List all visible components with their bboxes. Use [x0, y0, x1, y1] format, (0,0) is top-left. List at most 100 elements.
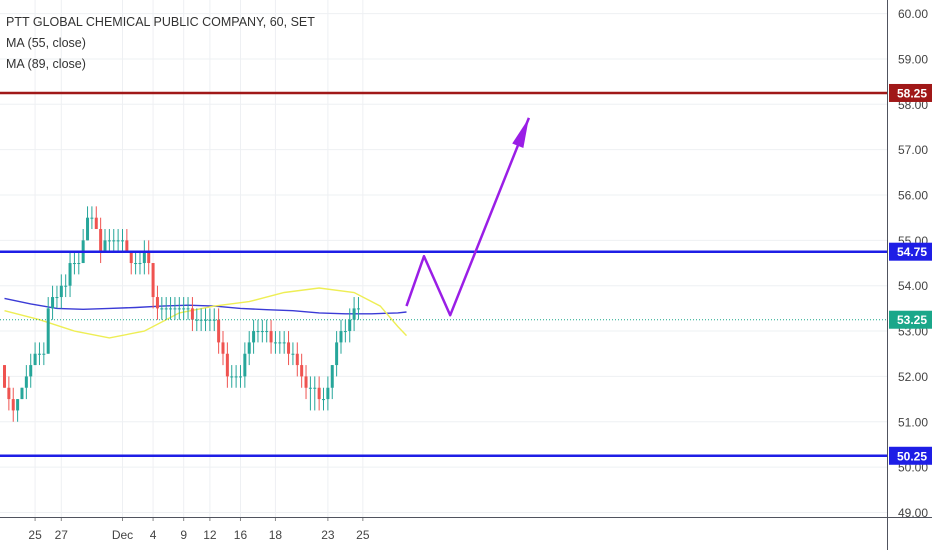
candle-body	[94, 217, 98, 230]
level-price-tag	[889, 242, 932, 261]
candle-body	[335, 342, 339, 366]
candle-body	[151, 263, 155, 298]
candle-body	[138, 263, 142, 265]
candle-body	[234, 376, 238, 378]
candle-body	[252, 331, 256, 343]
level-price-label: 58.25	[897, 86, 927, 100]
candle-body	[313, 387, 317, 389]
current-price-label: 53.25	[897, 313, 927, 327]
candle-body	[120, 240, 124, 242]
annotation-arrow	[405, 117, 531, 317]
candle-body	[295, 353, 299, 366]
price-labels: 58.25 54.75 50.25 53.25	[889, 83, 932, 465]
candle-body	[212, 319, 216, 321]
candle-body	[348, 319, 352, 332]
y-tick-label: 60.00	[898, 7, 928, 21]
grid-layer	[0, 0, 887, 517]
candle-body	[99, 229, 103, 252]
candle-body	[116, 240, 120, 242]
x-tick-label: 4	[150, 528, 157, 542]
candle-body	[317, 387, 321, 400]
candle-body	[352, 308, 356, 320]
candle-body	[164, 308, 168, 310]
candle-body	[107, 240, 111, 242]
y-tick-label: 49.00	[898, 506, 928, 520]
candle-body	[356, 308, 360, 310]
level-price-tag	[889, 446, 932, 465]
y-tick-label: 57.00	[898, 143, 928, 157]
candle-body	[86, 217, 90, 241]
candle-body	[20, 387, 24, 400]
candle-body	[129, 251, 133, 264]
candle-body	[11, 399, 15, 411]
x-tick-label: 25	[28, 528, 42, 542]
candle-body	[51, 297, 55, 309]
candle-body	[300, 365, 304, 377]
candle-body	[343, 331, 347, 333]
candle-body	[256, 331, 260, 333]
x-tick-label: 27	[55, 528, 69, 542]
x-tick-label: 9	[180, 528, 187, 542]
candles	[3, 206, 360, 422]
candle-body	[46, 308, 50, 354]
candle-body	[142, 251, 146, 264]
candle-body	[77, 263, 81, 265]
candle-body	[278, 342, 282, 344]
y-tick-label: 51.00	[898, 415, 928, 429]
candle-body	[339, 331, 343, 343]
candle-body	[29, 365, 33, 377]
current-price-tag	[889, 310, 932, 329]
chart-legend: PTT GLOBAL CHEMICAL PUBLIC COMPANY, 60, …	[6, 12, 315, 75]
candle-body	[204, 319, 208, 321]
x-tick-label: 12	[203, 528, 217, 542]
y-tick-label: 54.00	[898, 279, 928, 293]
level-price-tag	[889, 83, 932, 102]
x-tick-label: Dec	[112, 528, 133, 542]
candle-body	[282, 342, 286, 344]
candle-body	[243, 353, 247, 377]
candle-body	[190, 308, 194, 320]
candle-body	[33, 353, 37, 366]
candle-body	[103, 240, 107, 252]
candle-body	[308, 387, 312, 389]
candle-body	[330, 365, 334, 388]
candle-body	[322, 399, 326, 401]
candle-body	[221, 342, 225, 354]
candle-body	[68, 263, 72, 286]
y-tick-label: 52.00	[898, 370, 928, 384]
candle-body	[225, 353, 229, 377]
candle-body	[208, 319, 212, 321]
y-tick-label: 56.00	[898, 189, 928, 203]
candle-body	[155, 297, 159, 309]
candle-body	[59, 285, 63, 298]
candle-body	[260, 331, 264, 333]
candle-body	[217, 319, 221, 343]
candle-body	[90, 217, 94, 219]
candle-body	[125, 240, 129, 252]
candle-body	[238, 376, 242, 378]
candle-body	[304, 376, 308, 388]
candle-body	[72, 263, 76, 265]
candle-body	[169, 308, 173, 310]
x-tick-label: 18	[269, 528, 283, 542]
candle-body	[64, 285, 68, 287]
x-tick-label: 23	[321, 528, 335, 542]
legend-entry-ma89: MA (89, close)	[6, 57, 86, 71]
candle-body	[3, 365, 6, 388]
candle-body	[16, 399, 20, 411]
candle-body	[55, 297, 59, 299]
level-price-label: 50.25	[897, 449, 927, 463]
candle-body	[147, 251, 151, 264]
candle-body	[287, 342, 291, 354]
candle-body	[195, 319, 199, 321]
candle-body	[182, 308, 186, 310]
legend-entry-ma55: MA (55, close)	[6, 36, 86, 50]
x-tick-label: 25	[356, 528, 370, 542]
candle-body	[269, 331, 273, 343]
y-tick-label: 59.00	[898, 52, 928, 66]
candle-body	[24, 376, 28, 388]
candle-body	[326, 387, 330, 400]
ma-line	[4, 287, 408, 339]
candle-body	[247, 342, 251, 354]
